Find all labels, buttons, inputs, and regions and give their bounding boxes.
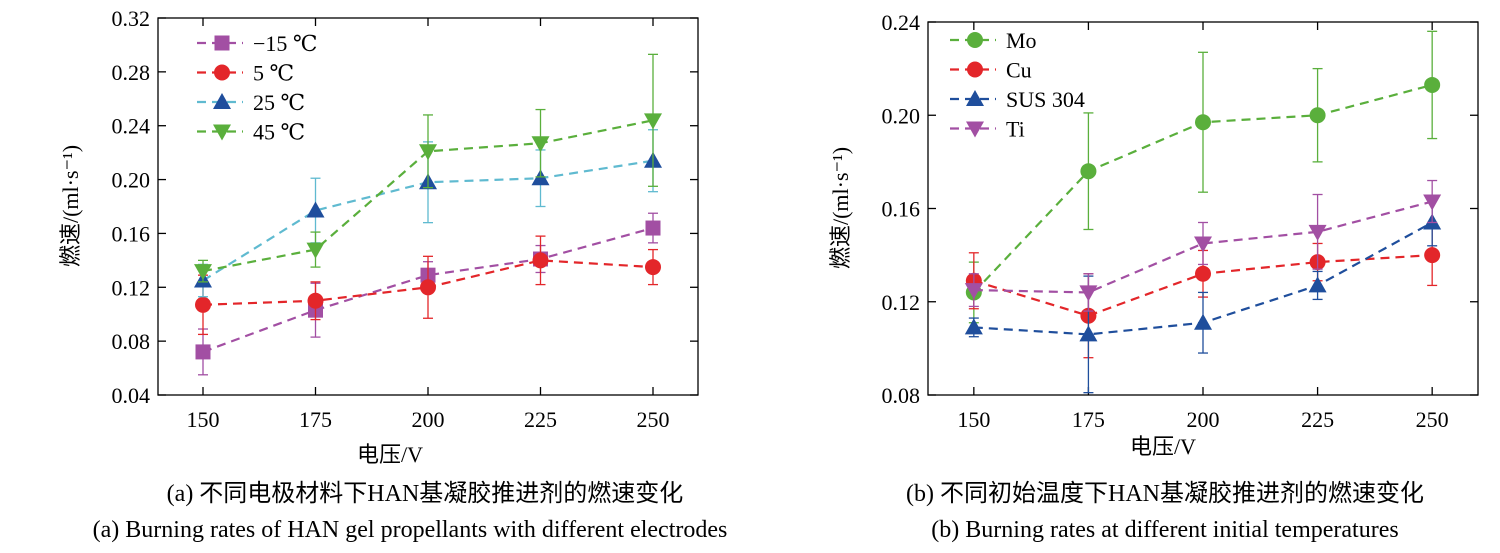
y-tick-label: 0.32: [112, 6, 151, 31]
data-point: [195, 344, 211, 360]
data-point: [964, 283, 983, 300]
y-tick-label: 0.16: [882, 197, 921, 222]
data-point: [1079, 285, 1098, 302]
series-1: [195, 235, 661, 336]
caption-b-en: (b) Burning rates at different initial t…: [931, 517, 1399, 543]
x-tick-label: 200: [412, 407, 445, 432]
x-axis-label: 电压/V: [1130, 434, 1196, 459]
data-point: [531, 136, 550, 153]
legend-marker: [213, 124, 231, 141]
x-tick-label: 250: [1416, 407, 1449, 432]
series-line: [973, 200, 1433, 294]
y-tick-label: 0.24: [882, 10, 921, 35]
data-point: [195, 296, 211, 313]
x-tick-label: 150: [957, 407, 990, 432]
legend-item: 45 ℃: [197, 120, 305, 145]
legend-label: 45 ℃: [253, 120, 305, 145]
legend-marker: [967, 61, 983, 78]
legend-label: 5 ℃: [253, 61, 294, 86]
legend-marker: [214, 64, 230, 81]
x-tick-label: 175: [299, 407, 332, 432]
x-tick-label: 150: [187, 407, 220, 432]
data-point: [1424, 76, 1441, 93]
data-point: [1308, 224, 1327, 241]
y-tick-label: 0.20: [112, 168, 151, 193]
legend-item: Mo: [950, 28, 1037, 53]
caption-a-cn: (a) 不同电极材料下HAN基凝胶推进剂的燃速变化: [166, 481, 684, 507]
y-tick-label: 0.20: [882, 103, 921, 128]
data-point: [532, 252, 549, 269]
y-axis-label: 燃速/(ml·s⁻¹): [58, 145, 83, 267]
series-3: [194, 53, 662, 283]
data-point: [964, 318, 983, 335]
legend-item: −15 ℃: [197, 31, 318, 56]
caption-a-en: (a) Burning rates of HAN gel propellants…: [92, 517, 728, 543]
data-point: [1194, 236, 1212, 253]
y-tick-label: 0.12: [112, 275, 151, 300]
legend-item: 5 ℃: [197, 61, 294, 86]
x-tick-label: 175: [1072, 407, 1105, 432]
legend-label: SUS 304: [1006, 87, 1085, 112]
data-point: [1195, 265, 1211, 282]
legend-label: 25 ℃: [253, 90, 305, 115]
x-tick-label: 225: [524, 407, 557, 432]
y-tick-label: 0.16: [112, 221, 151, 246]
data-point: [194, 264, 212, 281]
legend-label: Cu: [1006, 58, 1032, 83]
data-point: [644, 113, 662, 130]
data-point: [419, 144, 437, 161]
x-tick-label: 225: [1301, 407, 1334, 432]
legend-marker: [966, 90, 984, 106]
data-point: [1308, 276, 1327, 293]
data-point: [1195, 114, 1211, 131]
x-axis-label: 电压/V: [357, 442, 423, 467]
y-tick-label: 0.24: [112, 114, 151, 139]
y-tick-label: 0.08: [112, 329, 151, 354]
data-point: [307, 292, 324, 309]
series-line: [202, 226, 654, 353]
y-tick-label: 0.04: [112, 383, 151, 408]
x-tick-label: 200: [1187, 407, 1220, 432]
legend-item: 25 ℃: [197, 90, 305, 115]
legend-marker: [214, 35, 230, 51]
data-point: [1423, 194, 1442, 211]
y-tick-label: 0.08: [882, 383, 921, 408]
legend-item: SUS 304: [950, 87, 1085, 112]
y-tick-label: 0.12: [882, 290, 921, 315]
legend-item: Cu: [950, 58, 1032, 83]
legend-marker: [966, 121, 984, 138]
legend-label: −15 ℃: [253, 31, 318, 56]
y-axis-label: 燃速/(ml·s⁻¹): [828, 147, 853, 269]
y-tick-label: 0.28: [112, 60, 151, 85]
data-point: [420, 279, 436, 296]
data-point: [1194, 313, 1212, 330]
data-point: [645, 259, 661, 276]
legend-item: Ti: [950, 117, 1025, 142]
data-point: [1079, 325, 1098, 342]
legend-marker: [967, 32, 983, 48]
data-point: [1080, 163, 1097, 180]
chart-panel-a: 150 175 200 225 250 0.04 0.08 0.12 0.16 0.20 0.24 0…: [58, 6, 699, 467]
data-point: [306, 242, 325, 259]
data-point: [645, 220, 661, 236]
data-point: [1424, 247, 1441, 264]
data-point: [1309, 107, 1326, 124]
chart-panel-b: 150 175 200 225 250 0.08 0.12 0.16 0.20 0.24 电压/V 燃…: [828, 10, 1479, 459]
legend-marker: [213, 93, 231, 109]
caption-b-cn: (b) 不同初始温度下HAN基凝胶推进剂的燃速变化: [906, 481, 1424, 507]
series-3: [964, 179, 1442, 312]
legend-label: Ti: [1006, 117, 1025, 142]
data-point: [306, 201, 325, 218]
x-tick-label: 250: [637, 407, 670, 432]
legend-label: Mo: [1006, 28, 1037, 53]
